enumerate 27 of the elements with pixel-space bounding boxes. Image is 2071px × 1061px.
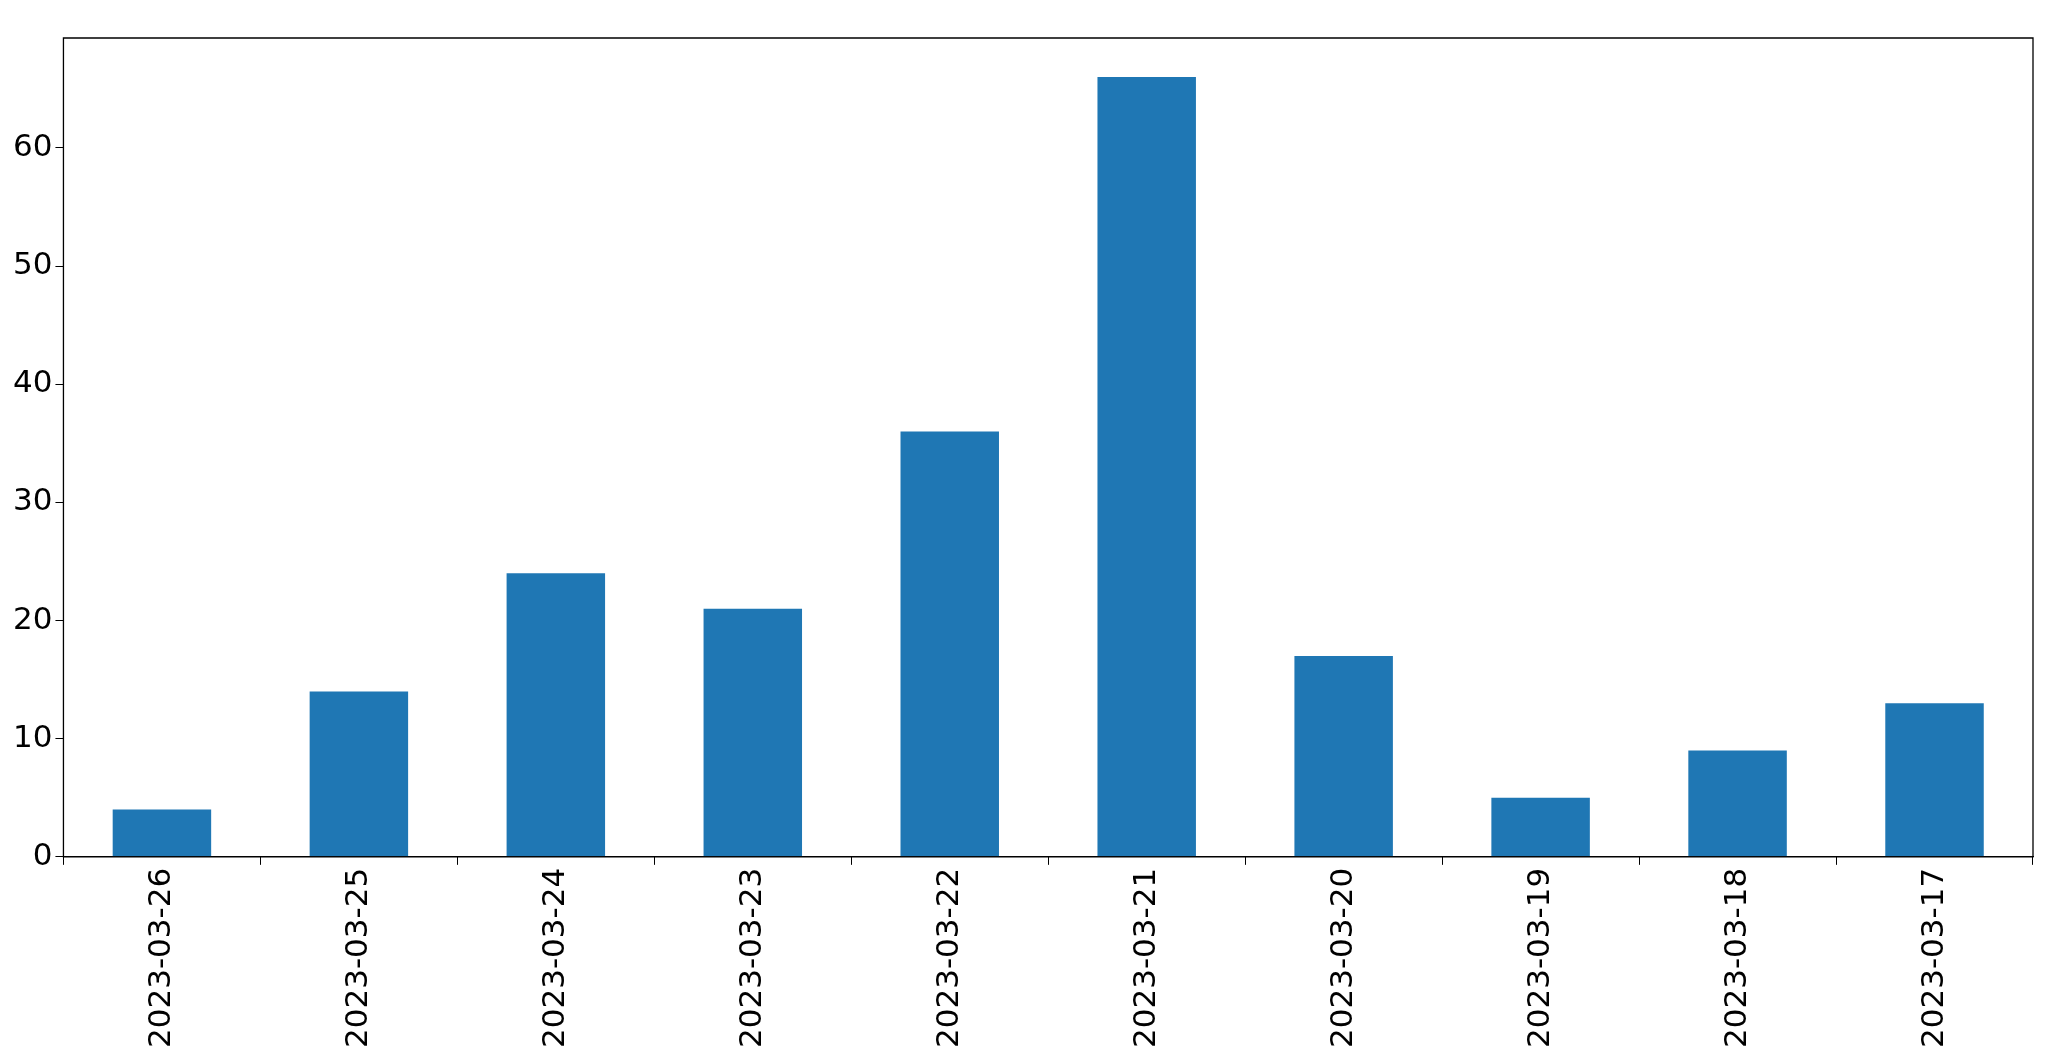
x-tick-label: 2023-03-25: [337, 867, 374, 1049]
x-tick-label: 2023-03-17: [1913, 867, 1950, 1049]
x-tick-label: 2023-03-21: [1125, 867, 1162, 1049]
bar: [900, 431, 999, 857]
bar: [1097, 76, 1196, 857]
x-tick-label: 2023-03-24: [534, 867, 571, 1049]
bar: [1491, 797, 1590, 857]
x-tick-label: 2023-03-26: [140, 867, 177, 1049]
bar: [1688, 750, 1787, 857]
y-tick-label: 30: [12, 481, 53, 518]
x-tick-label: 2023-03-18: [1716, 867, 1753, 1049]
x-tick-label: 2023-03-20: [1322, 867, 1359, 1049]
bar: [1294, 655, 1393, 857]
y-tick-label: 10: [12, 717, 53, 754]
bar: [112, 809, 212, 857]
x-tick-label: 2023-03-19: [1519, 867, 1556, 1049]
y-tick-label: 20: [12, 599, 53, 636]
y-tick-label: 50: [12, 245, 53, 282]
bar: [1885, 703, 1984, 857]
y-tick-label: 60: [12, 126, 53, 163]
y-tick-label: 0: [32, 835, 53, 872]
bar: [703, 608, 803, 857]
x-tick-label: 2023-03-22: [928, 867, 965, 1049]
x-tick-label: 2023-03-23: [731, 867, 768, 1049]
bar: [309, 691, 409, 857]
y-tick-label: 40: [12, 363, 53, 400]
bar: [506, 573, 606, 857]
